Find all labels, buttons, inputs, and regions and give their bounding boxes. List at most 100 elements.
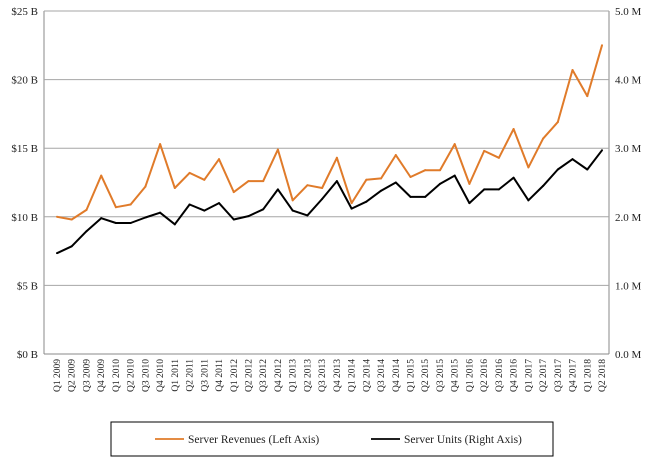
data-point bbox=[365, 200, 368, 203]
data-point bbox=[262, 208, 265, 211]
data-point bbox=[586, 95, 589, 98]
left-axis: $0 B $5 B $10 B $15 B $20 B $25 B bbox=[11, 6, 38, 361]
left-tick-label: $10 B bbox=[11, 212, 38, 224]
data-point bbox=[438, 182, 441, 185]
data-point bbox=[483, 149, 486, 152]
data-point bbox=[350, 202, 353, 205]
data-point bbox=[380, 177, 383, 180]
x-tick-label: Q1 2011 bbox=[171, 359, 181, 392]
data-point bbox=[453, 174, 456, 177]
x-tick-label: Q1 2015 bbox=[407, 359, 417, 392]
x-tick-label: Q2 2014 bbox=[362, 359, 372, 392]
data-point bbox=[497, 188, 500, 191]
data-point bbox=[424, 195, 427, 198]
data-point bbox=[129, 203, 132, 206]
x-tick-label: Q2 2009 bbox=[68, 359, 78, 392]
data-point bbox=[409, 195, 412, 198]
data-point bbox=[276, 188, 279, 191]
data-point bbox=[306, 184, 309, 187]
x-tick-label: Q4 2016 bbox=[510, 359, 520, 392]
data-point bbox=[85, 230, 88, 233]
x-tick-label: Q4 2017 bbox=[569, 359, 579, 392]
x-tick-label: Q2 2013 bbox=[303, 359, 313, 392]
data-point bbox=[453, 143, 456, 146]
data-point bbox=[542, 184, 545, 187]
data-point bbox=[203, 209, 206, 212]
x-tick-label: Q2 2016 bbox=[480, 359, 490, 392]
data-point bbox=[527, 199, 530, 202]
data-point bbox=[306, 214, 309, 217]
data-point bbox=[468, 182, 471, 185]
x-tick-label: Q1 2010 bbox=[112, 359, 122, 392]
left-tick-label: $20 B bbox=[11, 75, 38, 87]
x-tick-label: Q2 2018 bbox=[598, 359, 608, 392]
x-tick-label: Q3 2014 bbox=[377, 359, 387, 392]
gridlines bbox=[43, 10, 610, 355]
x-tick-label: Q4 2009 bbox=[97, 359, 107, 392]
data-point bbox=[188, 203, 191, 206]
x-tick-label: Q3 2012 bbox=[259, 359, 269, 392]
x-tick-label: Q2 2017 bbox=[539, 359, 549, 392]
left-tick-label: $5 B bbox=[17, 280, 38, 292]
x-tick-label: Q3 2010 bbox=[141, 359, 151, 392]
data-point bbox=[70, 218, 73, 221]
x-tick-label: Q3 2013 bbox=[318, 359, 328, 392]
data-point bbox=[100, 217, 103, 220]
series-line-0 bbox=[56, 45, 603, 221]
data-point bbox=[291, 199, 294, 202]
x-tick-label: Q1 2018 bbox=[583, 359, 593, 392]
series-line-1 bbox=[56, 149, 603, 255]
data-point bbox=[468, 202, 471, 205]
x-tick-label: Q4 2013 bbox=[333, 359, 343, 392]
data-point bbox=[571, 158, 574, 161]
data-point bbox=[586, 168, 589, 171]
data-point bbox=[291, 209, 294, 212]
right-tick-label: 1.0 M bbox=[615, 280, 642, 292]
data-point bbox=[232, 191, 235, 194]
data-point bbox=[542, 137, 545, 140]
data-point bbox=[512, 176, 515, 179]
data-point bbox=[365, 178, 368, 181]
x-tick-label: Q1 2016 bbox=[465, 359, 475, 392]
legend: Server Revenues (Left Axis) Server Units… bbox=[110, 421, 554, 457]
x-tick-label: Q4 2014 bbox=[392, 359, 402, 392]
data-point bbox=[173, 186, 176, 189]
x-tick-label: Q3 2011 bbox=[200, 359, 210, 392]
x-tick-label: Q2 2011 bbox=[186, 359, 196, 392]
data-point bbox=[321, 186, 324, 189]
data-point bbox=[321, 197, 324, 200]
x-tick-label: Q1 2009 bbox=[53, 359, 63, 392]
data-point bbox=[203, 178, 206, 181]
data-point bbox=[556, 168, 559, 171]
x-tick-label: Q4 2011 bbox=[215, 359, 225, 392]
data-point bbox=[483, 188, 486, 191]
data-point bbox=[218, 202, 221, 205]
right-axis: 0.0 M 1.0 M 2.0 M 3.0 M 4.0 M 5.0 M bbox=[615, 6, 642, 361]
x-tick-label: Q3 2017 bbox=[554, 359, 564, 392]
data-point bbox=[114, 206, 117, 209]
x-tick-label: Q3 2015 bbox=[436, 359, 446, 392]
x-tick-label: Q2 2010 bbox=[127, 359, 137, 392]
data-point bbox=[144, 216, 147, 219]
x-tick-label: Q3 2009 bbox=[82, 359, 92, 392]
data-point bbox=[409, 176, 412, 179]
data-point bbox=[100, 174, 103, 177]
data-point bbox=[247, 180, 250, 183]
data-point bbox=[424, 169, 427, 172]
data-point bbox=[335, 180, 338, 183]
right-tick-label: 2.0 M bbox=[615, 212, 642, 224]
x-tick-label: Q2 2012 bbox=[244, 359, 254, 392]
data-point bbox=[56, 252, 58, 255]
data-point bbox=[601, 149, 603, 152]
x-tick-label: Q2 2015 bbox=[421, 359, 431, 392]
left-tick-label: $25 B bbox=[11, 6, 38, 18]
data-point bbox=[497, 156, 500, 159]
right-tick-label: 3.0 M bbox=[615, 143, 642, 155]
legend-label-revenues: Server Revenues (Left Axis) bbox=[188, 434, 319, 446]
data-point bbox=[394, 181, 397, 184]
data-point bbox=[247, 215, 250, 218]
data-point bbox=[144, 185, 147, 188]
data-point bbox=[571, 68, 574, 71]
right-tick-label: 5.0 M bbox=[615, 6, 642, 18]
